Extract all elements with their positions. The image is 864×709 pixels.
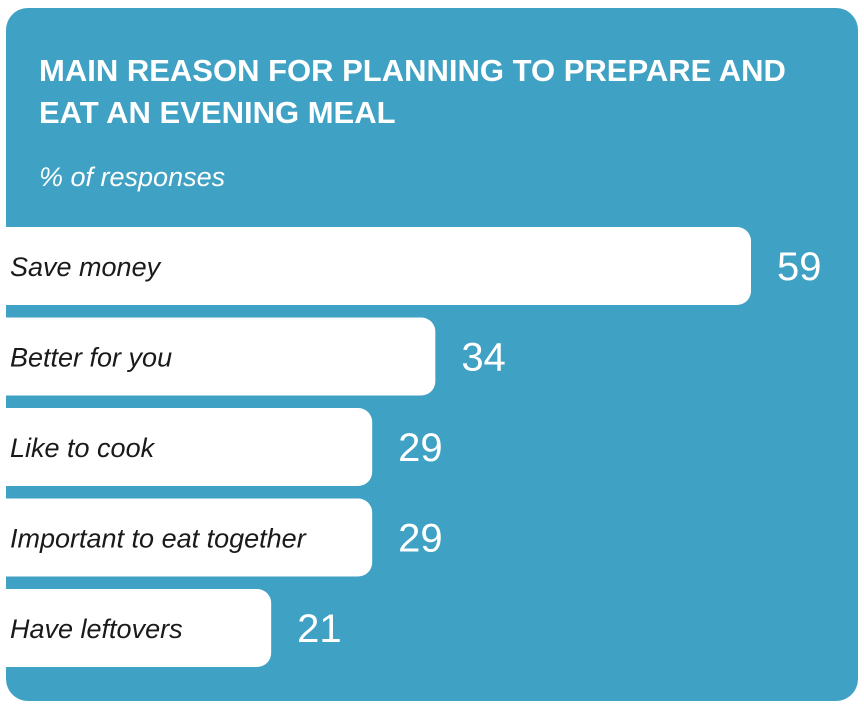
value-label-1: 34 [461, 336, 506, 380]
category-label-1: Better for you [10, 343, 172, 373]
chart-subtitle: % of responses [39, 162, 226, 192]
bar-chart: Save money 59 Better for you 34 Like to cook… [6, 227, 822, 667]
category-label-4: Have leftovers [10, 614, 183, 644]
chart-card: Save money 59 Better for you 34 Like to cook… [6, 8, 858, 701]
bar-0 [6, 227, 751, 305]
value-label-0: 59 [777, 245, 822, 289]
value-label-2: 29 [398, 426, 443, 470]
bar-2 [6, 408, 373, 486]
bar-3 [6, 498, 373, 577]
bar-4 [6, 589, 272, 667]
value-label-4: 21 [297, 607, 342, 651]
value-label-3: 29 [398, 517, 443, 561]
category-label-2: Like to cook [10, 433, 156, 463]
chart-title: MAIN REASON FOR PLANNING TO PREPARE AND … [39, 53, 786, 130]
category-label-3: Important to eat together [10, 524, 307, 554]
bar-1 [6, 317, 436, 396]
category-label-0: Save money [10, 252, 162, 282]
